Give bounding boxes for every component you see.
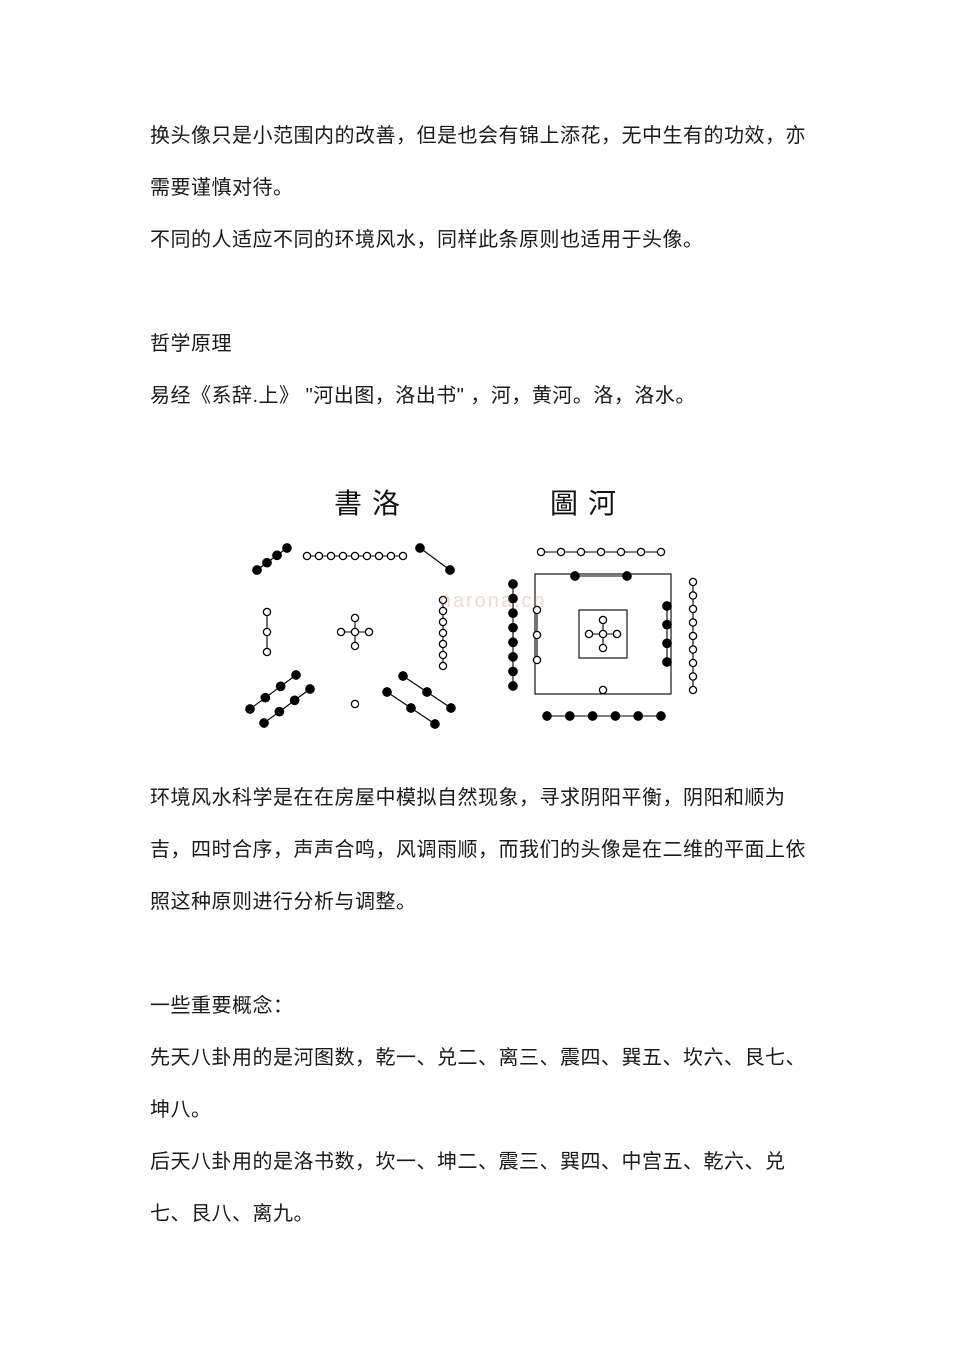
paragraph-2: 不同的人适应不同的环境风水，同样此条原则也适用于头像。: [150, 214, 810, 266]
paragraph-5: 先天八卦用的是河图数，乾一、兑二、离三、震四、巽五、坎六、艮七、坤八。: [150, 1032, 810, 1136]
spacer: [150, 928, 810, 980]
paragraph-3: 易经《系辞.上》 "河出图，洛出书" ，河，黄河。洛，洛水。: [150, 370, 810, 422]
document-page: 换头像只是小范围内的改善，但是也会有锦上添花，无中生有的功效，亦需要谨慎对待。 …: [0, 0, 960, 1358]
hetu-luoshu-diagram: 書洛 圖河 narona.cn: [150, 482, 810, 730]
title-luoshu: 書洛: [334, 482, 410, 522]
hetu-luoshu-svg: [245, 540, 715, 730]
paragraph-1: 换头像只是小范围内的改善，但是也会有锦上添花，无中生有的功效，亦需要谨慎对待。: [150, 110, 810, 214]
spacer: [150, 266, 810, 318]
spacer: [150, 422, 810, 458]
paragraph-4: 环境风水科学是在在房屋中模拟自然现象，寻求阴阳平衡，阴阳和顺为吉，四时合序，声声…: [150, 772, 810, 928]
diagram-title-row: 書洛 圖河: [334, 482, 626, 522]
heading-philosophy: 哲学原理: [150, 318, 810, 370]
spacer: [150, 736, 810, 772]
paragraph-6: 后天八卦用的是洛书数，坎一、坤二、震三、巽四、中宫五、乾六、兑七、艮八、离九。: [150, 1136, 810, 1240]
heading-concepts: 一些重要概念：: [150, 980, 810, 1032]
title-hetu: 圖河: [550, 482, 626, 522]
